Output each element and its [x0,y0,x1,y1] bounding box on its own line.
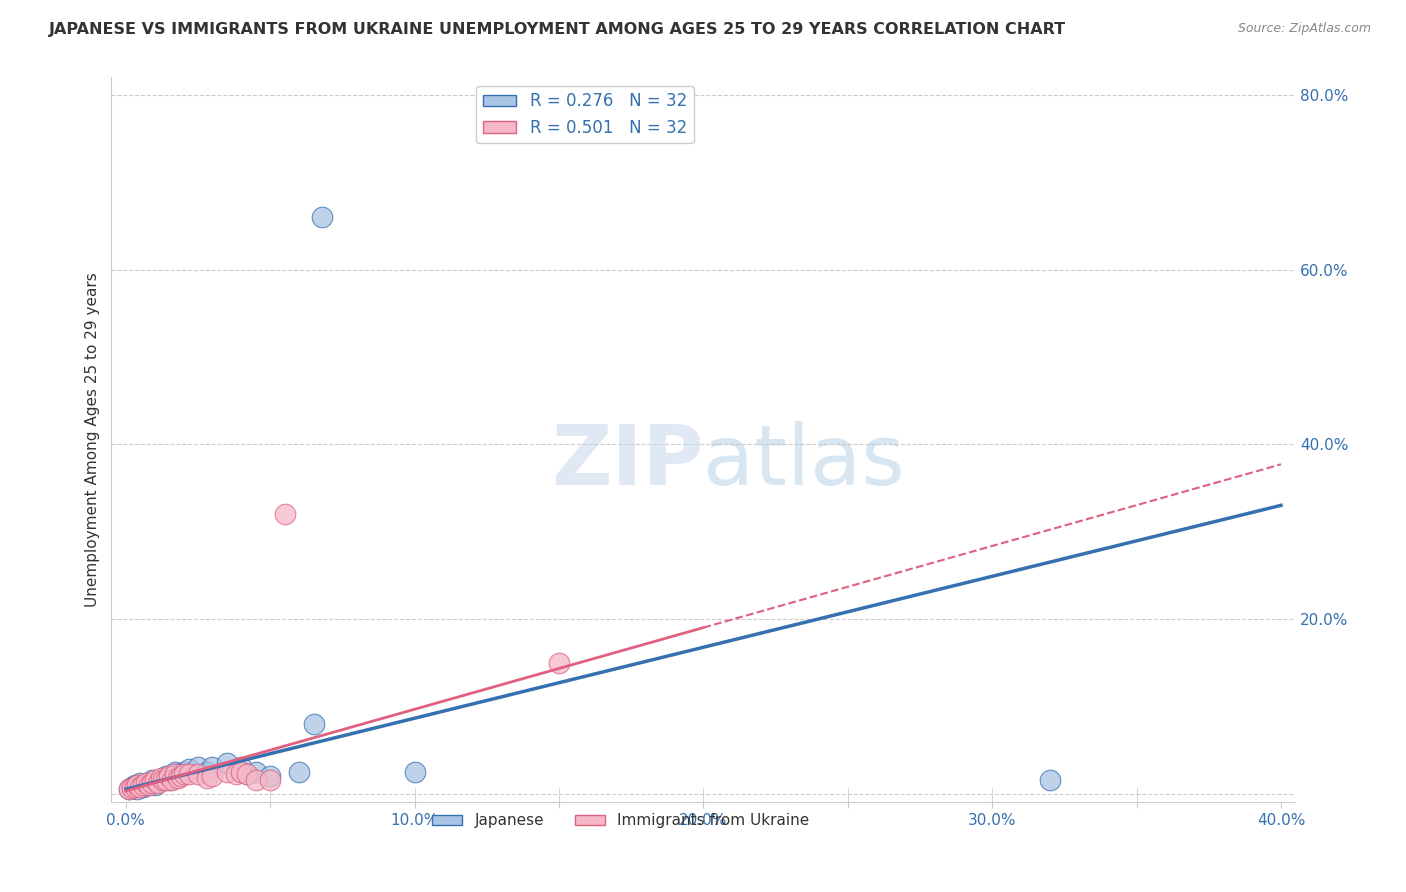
Point [146,775,169,789]
Point [311,210,333,224]
Point [163,764,186,779]
Point [166,767,188,781]
Point [121,780,143,794]
Point [201,769,224,783]
Point [155,773,177,788]
Point [259,773,281,788]
Text: ZIP: ZIP [551,421,703,502]
Y-axis label: Unemployment Among Ages 25 to 29 years: Unemployment Among Ages 25 to 29 years [86,272,100,607]
Point [124,778,146,792]
Legend: Japanese, Immigrants from Ukraine: Japanese, Immigrants from Ukraine [426,807,815,835]
Point [127,782,149,797]
Point [135,778,157,792]
Point [141,773,163,788]
Point [173,767,195,781]
Text: JAPANESE VS IMMIGRANTS FROM UKRAINE UNEMPLOYMENT AMONG AGES 25 TO 29 YEARS CORRE: JAPANESE VS IMMIGRANTS FROM UKRAINE UNEM… [49,22,1066,37]
Point [152,771,174,785]
Point [160,773,183,788]
Point [155,769,177,783]
Point [404,764,426,779]
Text: Source: ZipAtlas.com: Source: ZipAtlas.com [1237,22,1371,36]
Point [225,767,247,781]
Point [157,773,180,788]
Point [135,776,157,790]
Point [236,767,259,781]
Point [187,760,209,774]
Text: atlas: atlas [703,421,905,502]
Point [170,767,193,781]
Point [129,780,152,794]
Point [245,773,267,788]
Point [146,776,169,790]
Point [157,769,180,783]
Point [195,764,218,779]
Point [215,764,238,779]
Point [273,507,295,521]
Point [163,767,186,781]
Point [132,780,155,794]
Point [245,764,267,779]
Point [187,767,209,781]
Point [141,776,163,790]
Point [160,771,183,785]
Point [152,773,174,788]
Point [166,771,188,785]
Point [215,756,238,770]
Point [302,716,325,731]
Point [231,764,253,779]
Point [149,773,172,788]
Point [121,781,143,796]
Point [132,778,155,792]
Point [143,778,166,792]
Point [201,760,224,774]
Point [138,776,160,790]
Point [259,769,281,783]
Point [170,769,193,783]
Point [118,782,141,797]
Point [179,767,201,781]
Point [143,773,166,788]
Point [288,764,311,779]
Point [1039,773,1062,788]
Point [231,760,253,774]
Point [129,776,152,790]
Point [548,656,571,670]
Point [173,764,195,779]
Point [118,782,141,797]
Point [236,767,259,781]
Point [195,771,218,785]
Point [138,778,160,792]
Point [149,771,172,785]
Point [124,780,146,794]
Point [179,762,201,776]
Point [127,778,149,792]
